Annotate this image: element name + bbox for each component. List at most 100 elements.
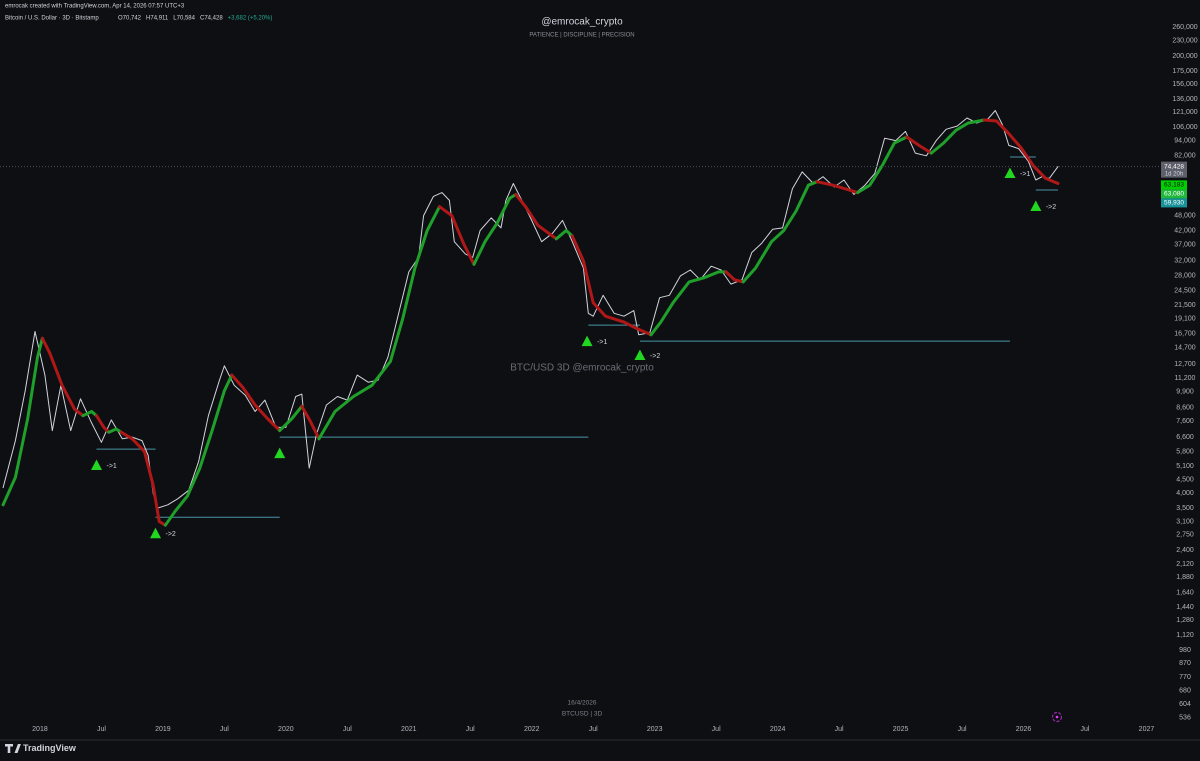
price-line bbox=[2, 110, 1059, 509]
y-tick-label: 136,000 bbox=[1172, 96, 1197, 103]
x-tick-label: Jul bbox=[97, 726, 106, 733]
x-tick-label: 2024 bbox=[770, 726, 786, 733]
y-tick-label: 1,440 bbox=[1176, 604, 1194, 611]
credit: emrocak created with TradingView.com, Ap… bbox=[5, 4, 185, 10]
x-tick-label: Jul bbox=[1081, 726, 1090, 733]
signal-triangle bbox=[91, 459, 103, 471]
symbol: Bitcoin / U.S. Dollar · 3D · Bitstamp bbox=[5, 16, 99, 22]
price-label: 63,183 bbox=[1164, 182, 1184, 189]
x-tick-label: 2025 bbox=[893, 726, 909, 733]
y-tick-label: 175,000 bbox=[1172, 68, 1197, 75]
trend-line bbox=[278, 404, 304, 433]
x-tick-label: 2022 bbox=[524, 726, 540, 733]
y-tick-label: 3,100 bbox=[1176, 518, 1194, 525]
trend-line bbox=[905, 135, 933, 155]
signal-triangle bbox=[274, 447, 286, 459]
x-tick-label: 2027 bbox=[1139, 726, 1155, 733]
signal-label: ->1 bbox=[1020, 171, 1030, 178]
y-tick-label: 1,280 bbox=[1176, 617, 1194, 624]
trend-line bbox=[317, 205, 441, 441]
trend-line bbox=[649, 270, 728, 337]
signal-triangle bbox=[1004, 167, 1016, 178]
trend-line bbox=[554, 229, 574, 241]
logo-mark bbox=[5, 744, 21, 753]
ohlc-value: O70,742 bbox=[118, 16, 142, 22]
x-tick-label: Jul bbox=[466, 726, 475, 733]
y-tick-label: 1,120 bbox=[1176, 632, 1194, 639]
motto: PATIENCE | DISCIPLINE | PRECISION bbox=[529, 33, 634, 39]
brand: TradingView bbox=[23, 743, 77, 753]
trend-line bbox=[982, 118, 1060, 185]
x-tick-label: Jul bbox=[220, 726, 229, 733]
trend-line bbox=[230, 373, 282, 433]
footer-date: 16/4/2026 bbox=[568, 700, 597, 707]
x-tick-label: 2020 bbox=[278, 726, 294, 733]
replay-ring bbox=[1051, 711, 1063, 723]
y-tick-label: 2,750 bbox=[1176, 532, 1194, 539]
x-tick-label: 2018 bbox=[32, 726, 48, 733]
y-tick-label: 4,500 bbox=[1176, 477, 1194, 484]
signal-label: ->1 bbox=[597, 339, 607, 346]
y-tick-label: 9,900 bbox=[1176, 389, 1194, 396]
signal-triangle bbox=[1030, 200, 1042, 212]
x-tick-label: Jul bbox=[712, 726, 721, 733]
y-tick-label: 604 bbox=[1179, 701, 1191, 708]
watermark: BTC/USD 3D @emrocak_crypto bbox=[510, 363, 654, 374]
y-tick-label: 4,000 bbox=[1176, 490, 1194, 497]
price-label-box bbox=[1161, 180, 1187, 190]
trend-line bbox=[40, 336, 85, 418]
y-tick-label: 28,000 bbox=[1174, 273, 1196, 280]
y-tick-label: 82,000 bbox=[1174, 153, 1196, 160]
y-tick-label: 24,500 bbox=[1174, 288, 1196, 295]
last-price-label: 74,428 bbox=[1164, 163, 1184, 170]
y-tick-label: 14,700 bbox=[1174, 345, 1196, 352]
trend-line bbox=[81, 410, 98, 418]
y-tick-label: 1,880 bbox=[1176, 574, 1194, 581]
x-tick-label: Jul bbox=[589, 726, 598, 733]
signal-triangle bbox=[150, 527, 162, 539]
trend-line bbox=[724, 270, 745, 284]
x-tick-label: Jul bbox=[958, 726, 967, 733]
y-tick-label: 19,100 bbox=[1174, 315, 1196, 322]
y-tick-label: 37,000 bbox=[1174, 242, 1196, 249]
signal-triangle bbox=[581, 335, 593, 347]
y-tick-label: 16,700 bbox=[1174, 330, 1196, 337]
ohlc-value: +3,682 (+5.20%) bbox=[228, 16, 273, 22]
trend-line bbox=[856, 135, 909, 195]
ohlc-value: L70,584 bbox=[173, 16, 195, 22]
brand-logo: TradingView bbox=[5, 743, 77, 753]
trend-line bbox=[438, 205, 476, 266]
y-tick-label: 12,700 bbox=[1174, 361, 1196, 368]
trend-line bbox=[741, 180, 819, 284]
trend-line bbox=[107, 427, 123, 434]
replay-icon[interactable] bbox=[1051, 711, 1063, 723]
y-tick-label: 5,800 bbox=[1176, 448, 1194, 455]
y-tick-label: 21,500 bbox=[1174, 302, 1196, 309]
x-tick-label: 2023 bbox=[647, 726, 663, 733]
trend-line bbox=[514, 193, 558, 241]
y-tick-label: 770 bbox=[1179, 674, 1191, 681]
y-tick-label: 94,000 bbox=[1174, 137, 1196, 144]
x-tick-label: Jul bbox=[343, 726, 352, 733]
y-tick-label: 121,000 bbox=[1172, 109, 1197, 116]
x-tick-label: Jul bbox=[835, 726, 844, 733]
ohlc-value: C74,428 bbox=[200, 16, 223, 22]
ohlc-value: H74,911 bbox=[146, 16, 169, 22]
y-tick-label: 6,600 bbox=[1176, 434, 1194, 441]
signal-label: ->1 bbox=[107, 463, 117, 470]
y-tick-label: 3,500 bbox=[1176, 505, 1194, 512]
y-tick-label: 7,600 bbox=[1176, 418, 1194, 425]
trend-line bbox=[472, 193, 518, 266]
y-tick-label: 2,400 bbox=[1176, 547, 1194, 554]
y-tick-label: 200,000 bbox=[1172, 53, 1197, 60]
price-label: 63,080 bbox=[1164, 191, 1184, 198]
trend-line bbox=[300, 404, 321, 441]
y-tick-label: 680 bbox=[1179, 688, 1191, 695]
y-tick-label: 536 bbox=[1179, 714, 1191, 721]
y-tick-label: 980 bbox=[1179, 647, 1191, 654]
trend-line bbox=[163, 373, 234, 527]
signal-label: ->2 bbox=[1046, 204, 1056, 211]
trend-line bbox=[570, 234, 653, 337]
signal-triangle bbox=[634, 349, 646, 361]
